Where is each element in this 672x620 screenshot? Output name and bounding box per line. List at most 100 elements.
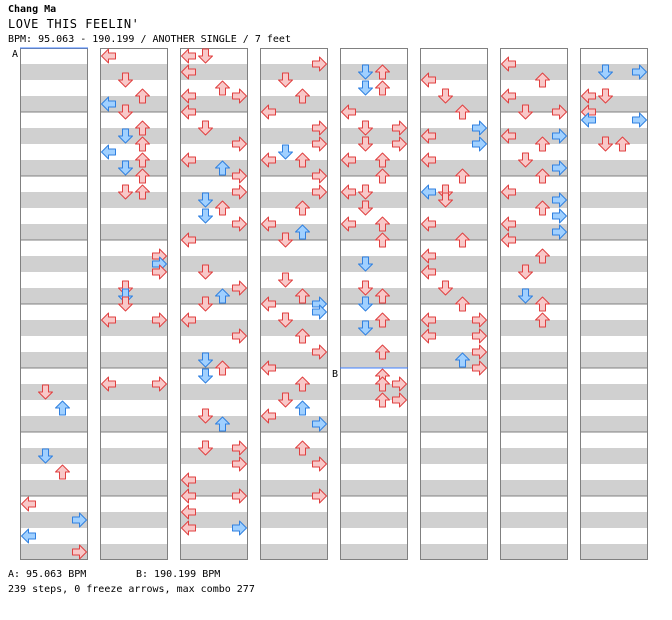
step-arrow (552, 208, 567, 224)
step-arrow (392, 136, 407, 152)
step-arrow (198, 440, 213, 456)
step-arrow (118, 160, 133, 176)
beat-stripe (260, 288, 328, 304)
step-arrow (552, 160, 567, 176)
step-arrow (295, 328, 310, 344)
beat-stripe (260, 256, 328, 272)
beat-stripe (180, 448, 248, 464)
step-arrow (295, 152, 310, 168)
step-arrow (181, 64, 196, 80)
beat-stripe (500, 192, 568, 208)
step-arrow (598, 136, 613, 152)
step-arrow (358, 280, 373, 296)
chart-summary: 239 steps, 0 freeze arrows, max combo 27… (8, 584, 255, 595)
beat-stripe (500, 384, 568, 400)
step-arrow (181, 520, 196, 536)
beat-stripe (260, 512, 328, 528)
beat-stripe (180, 544, 248, 560)
beat-stripe (500, 160, 568, 176)
step-arrow (421, 128, 436, 144)
beat-stripe (340, 224, 408, 240)
beat-stripe (20, 384, 88, 400)
chart-column (100, 48, 168, 560)
step-arrow (118, 104, 133, 120)
step-arrow (375, 288, 390, 304)
step-arrow (501, 216, 516, 232)
chart-column (340, 48, 408, 560)
step-arrow (581, 88, 596, 104)
beat-stripe (420, 256, 488, 272)
step-arrow (358, 200, 373, 216)
beat-stripe (420, 448, 488, 464)
beat-stripe (20, 160, 88, 176)
column-border (500, 48, 568, 560)
beat-stripe (340, 320, 408, 336)
step-arrow (101, 376, 116, 392)
beat-stripe (260, 384, 328, 400)
beat-stripe (100, 544, 168, 560)
step-arrow (472, 136, 487, 152)
step-arrow (38, 384, 53, 400)
step-arrow (358, 80, 373, 96)
column-border (180, 48, 248, 560)
step-arrow (232, 456, 247, 472)
beat-stripe (20, 480, 88, 496)
beat-stripe (340, 256, 408, 272)
step-arrow (135, 136, 150, 152)
step-arrow (581, 112, 596, 128)
beat-stripe (340, 192, 408, 208)
step-arrow (215, 360, 230, 376)
beat-stripe (180, 288, 248, 304)
step-arrow (198, 408, 213, 424)
step-arrow (55, 464, 70, 480)
beat-stripe (580, 384, 648, 400)
step-arrow (358, 296, 373, 312)
chart-column (260, 48, 328, 560)
step-arrow (455, 352, 470, 368)
beat-stripe (260, 320, 328, 336)
step-arrow (312, 456, 327, 472)
beat-stripe (420, 160, 488, 176)
step-arrow (278, 232, 293, 248)
step-arrow (118, 184, 133, 200)
artist-name: Chang Ma (8, 4, 57, 15)
step-arrow (518, 288, 533, 304)
step-arrow (181, 88, 196, 104)
step-arrow (135, 184, 150, 200)
step-arrow (198, 352, 213, 368)
step-arrow (278, 312, 293, 328)
step-arrow (198, 120, 213, 136)
beat-stripe (580, 224, 648, 240)
step-arrow (278, 272, 293, 288)
step-arrow (375, 232, 390, 248)
step-arrow (358, 64, 373, 80)
beat-stripe (100, 192, 168, 208)
step-arrow (358, 136, 373, 152)
step-arrow (278, 72, 293, 88)
step-arrow (392, 120, 407, 136)
step-arrow (535, 136, 550, 152)
beat-stripe (420, 352, 488, 368)
beat-stripe (420, 384, 488, 400)
step-arrow (232, 440, 247, 456)
step-arrow (135, 168, 150, 184)
step-arrow (598, 88, 613, 104)
legend-bpm-a: A: 95.063 BPM (8, 569, 87, 580)
step-arrow (72, 544, 87, 560)
beat-stripe (100, 64, 168, 80)
chart-column (420, 48, 488, 560)
step-arrow (152, 264, 167, 280)
step-arrow (438, 280, 453, 296)
step-arrow (295, 400, 310, 416)
step-arrow (101, 96, 116, 112)
step-arrow (312, 136, 327, 152)
beat-stripe (420, 480, 488, 496)
beat-stripe (340, 384, 408, 400)
step-arrow (375, 80, 390, 96)
step-arrow (295, 224, 310, 240)
step-arrow (312, 120, 327, 136)
beat-stripe (180, 64, 248, 80)
step-arrow (392, 376, 407, 392)
beat-stripe (500, 224, 568, 240)
step-arrow (198, 368, 213, 384)
